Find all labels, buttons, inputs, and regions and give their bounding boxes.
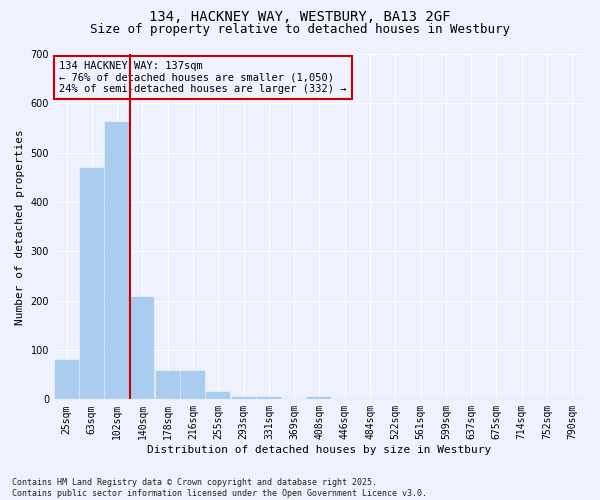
Bar [181,371,205,400]
Bar [55,360,79,400]
Bar [130,297,154,400]
Text: Contains HM Land Registry data © Crown copyright and database right 2025.
Contai: Contains HM Land Registry data © Crown c… [12,478,427,498]
Text: Size of property relative to detached houses in Westbury: Size of property relative to detached ho… [90,22,510,36]
Bar [232,397,256,400]
Y-axis label: Number of detached properties: Number of detached properties [15,129,25,324]
Text: 134 HACKNEY WAY: 137sqm
← 76% of detached houses are smaller (1,050)
24% of semi: 134 HACKNEY WAY: 137sqm ← 76% of detache… [59,61,347,94]
Bar [307,397,331,400]
Bar [156,371,180,400]
Bar [105,122,129,400]
Text: 134, HACKNEY WAY, WESTBURY, BA13 2GF: 134, HACKNEY WAY, WESTBURY, BA13 2GF [149,10,451,24]
Bar [206,392,230,400]
Bar [257,398,281,400]
Bar [80,168,104,400]
X-axis label: Distribution of detached houses by size in Westbury: Distribution of detached houses by size … [148,445,491,455]
